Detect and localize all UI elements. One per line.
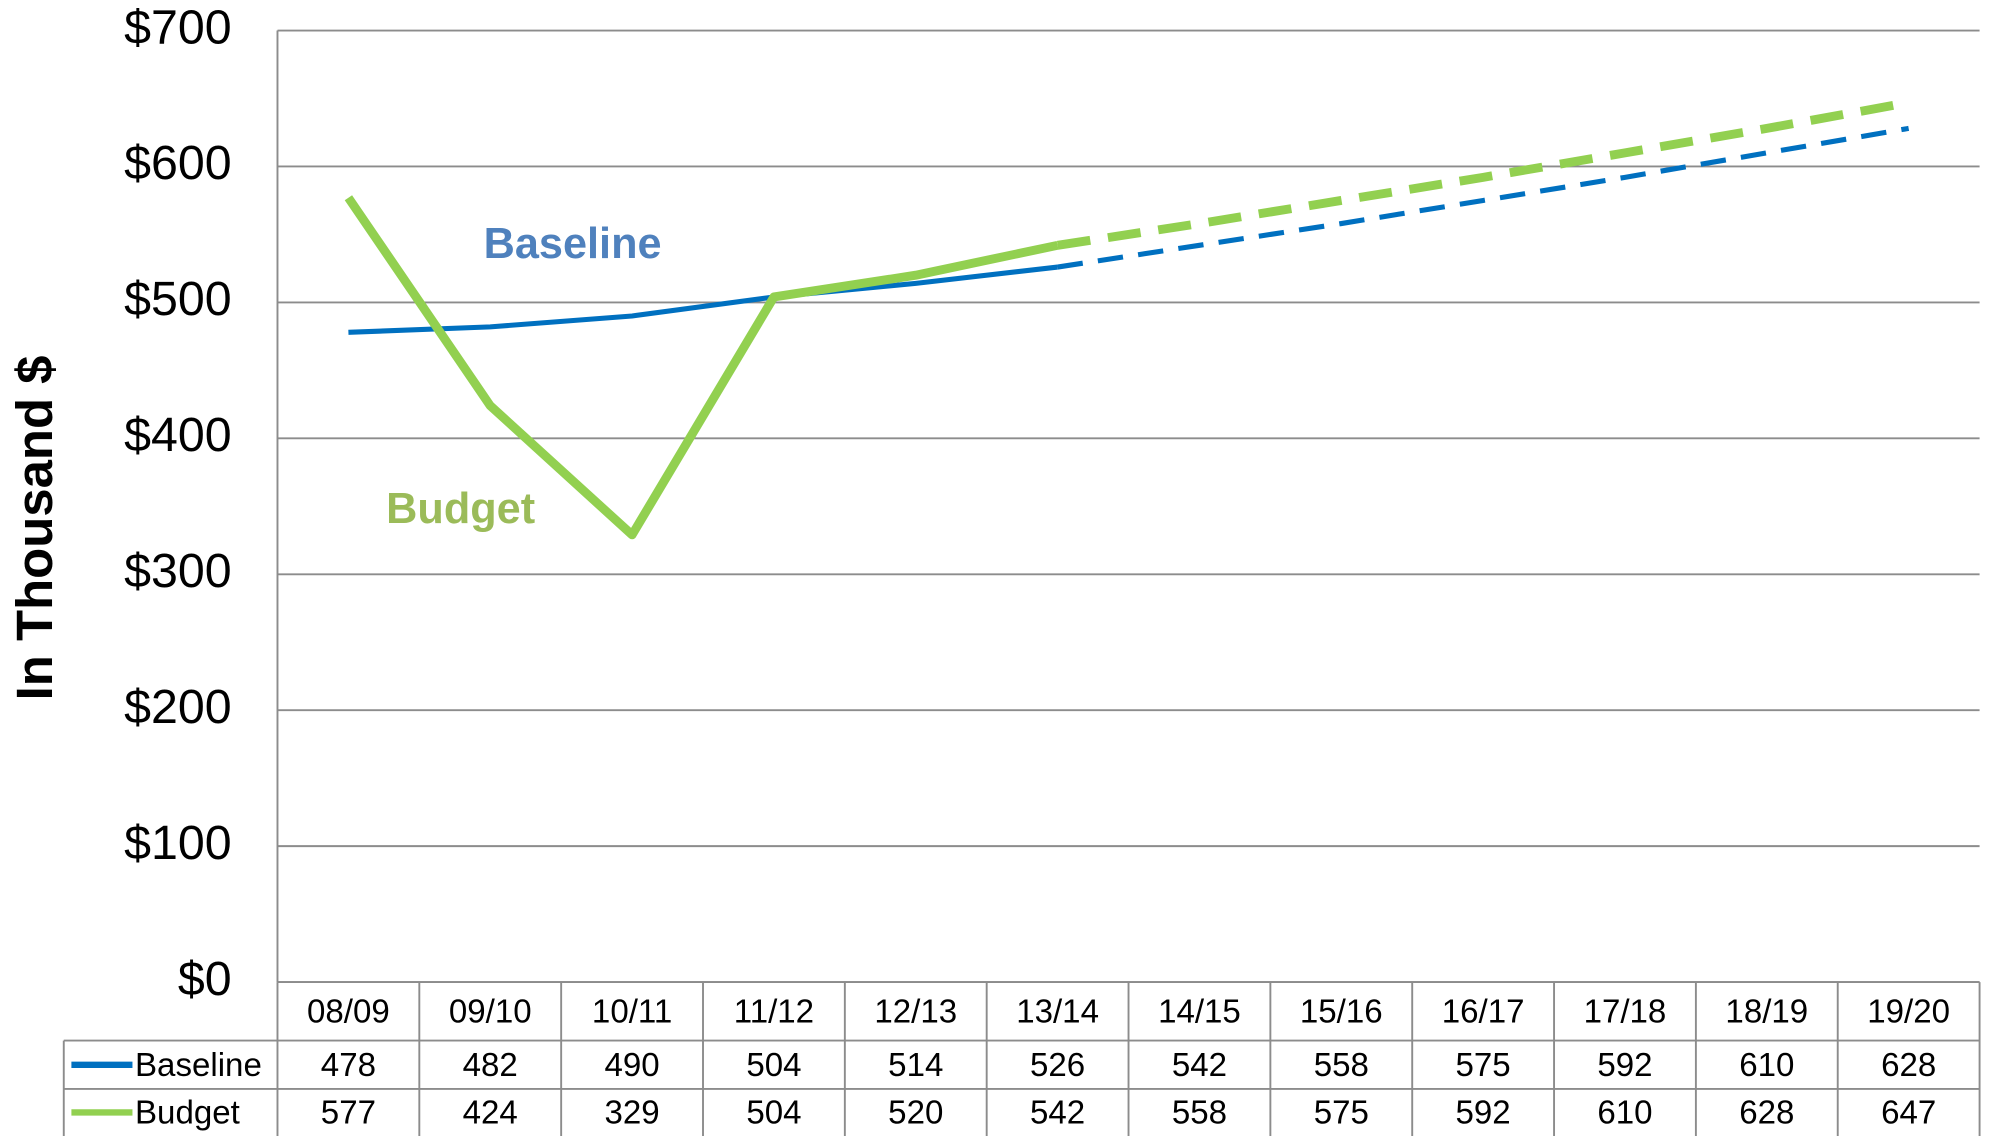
y-tick-label: $300 [124,544,232,598]
table-value: 628 [1881,1047,1936,1084]
table-value: 520 [888,1095,943,1132]
x-tick-label: 16/17 [1442,994,1525,1031]
table-value: 558 [1314,1047,1369,1084]
series-line [1056,98,1910,250]
table-value: 575 [1456,1047,1511,1084]
table-value: 610 [1597,1095,1652,1132]
table-value: 610 [1739,1047,1794,1084]
x-tick-label: 15/16 [1300,994,1383,1031]
x-tick-label: 08/09 [307,994,390,1031]
y-tick-label: $200 [124,680,232,734]
table-value: 542 [1030,1095,1085,1132]
table-value: 514 [888,1047,943,1084]
table-value: 592 [1456,1095,1511,1132]
x-tick-label: 12/13 [874,994,957,1031]
x-tick-label: 10/11 [592,994,672,1031]
table-value: 542 [1172,1047,1227,1084]
x-tick-label: 11/12 [734,994,814,1031]
table-value: 478 [321,1047,376,1084]
x-tick-label: 09/10 [449,994,532,1031]
y-tick-label: $700 [124,0,232,54]
table-value: 558 [1172,1095,1227,1132]
legend-label: Budget [135,1095,240,1132]
y-tick-label: $400 [124,408,232,462]
table-value: 526 [1030,1047,1085,1084]
table-value: 424 [463,1095,518,1132]
y-axis-label: In Thousand $ [6,356,63,701]
x-tick-label: 14/15 [1158,994,1241,1031]
table-value: 490 [604,1047,659,1084]
series-line [348,264,1058,335]
series-line [344,195,1059,540]
table-value: 575 [1314,1095,1369,1132]
series-line [1057,125,1910,270]
table-value: 482 [463,1047,518,1084]
y-tick-label: $500 [124,272,232,326]
y-tick-label: $600 [124,136,232,190]
legend-label: Baseline [135,1047,262,1084]
x-tick-label: 13/14 [1016,994,1099,1031]
table-value: 592 [1597,1047,1652,1084]
series-annotation: Baseline [484,220,662,268]
table-value: 329 [604,1095,659,1132]
x-tick-label: 18/19 [1725,994,1808,1031]
table-value: 504 [746,1047,801,1084]
table-value: 577 [321,1095,376,1132]
table-value: 628 [1739,1095,1794,1132]
series-annotation: Budget [386,485,535,533]
table-value: 647 [1881,1095,1936,1132]
y-tick-label: $0 [178,952,232,1006]
x-tick-label: 17/18 [1584,994,1667,1031]
y-tick-label: $100 [124,816,232,870]
table-value: 504 [746,1095,801,1132]
x-tick-label: 19/20 [1867,994,1950,1031]
